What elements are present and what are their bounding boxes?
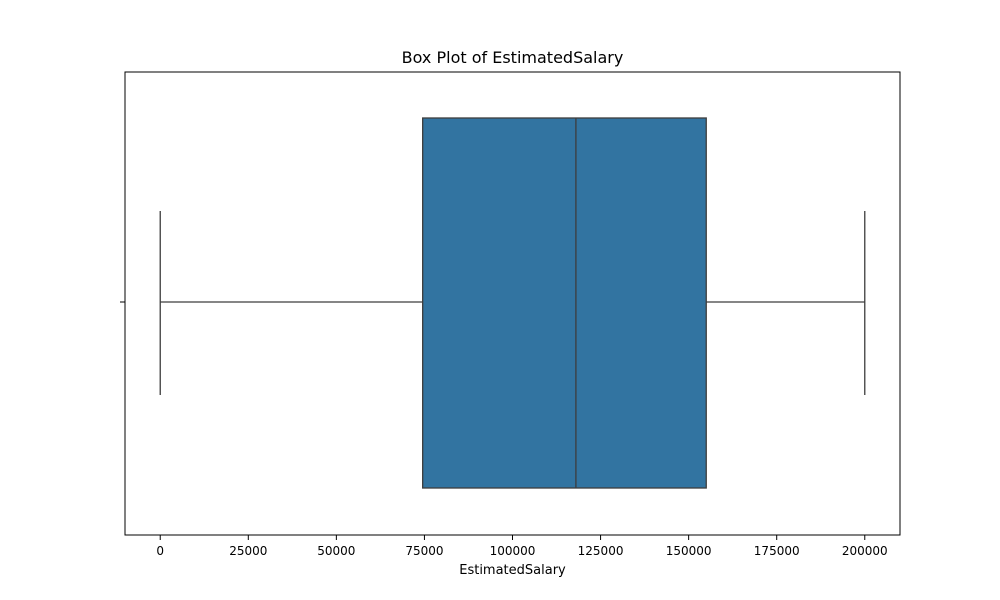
x-axis: 0 25000 50000 75000 100000 125000 150000 175000… — [156, 535, 888, 558]
iqr-box — [422, 117, 707, 489]
x-tick-label: 0 — [156, 544, 164, 558]
chart-title: Box Plot of EstimatedSalary — [402, 48, 624, 67]
x-tick-label: 25000 — [229, 544, 267, 558]
x-tick-label: 75000 — [405, 544, 443, 558]
plot-area — [159, 117, 866, 489]
x-tick-label: 150000 — [666, 544, 712, 558]
x-tick-label: 200000 — [842, 544, 888, 558]
x-tick-label: 100000 — [490, 544, 536, 558]
x-tick-label: 125000 — [578, 544, 624, 558]
x-tick-label: 175000 — [754, 544, 800, 558]
x-tick-label: 50000 — [317, 544, 355, 558]
x-axis-label: EstimatedSalary — [459, 563, 566, 578]
